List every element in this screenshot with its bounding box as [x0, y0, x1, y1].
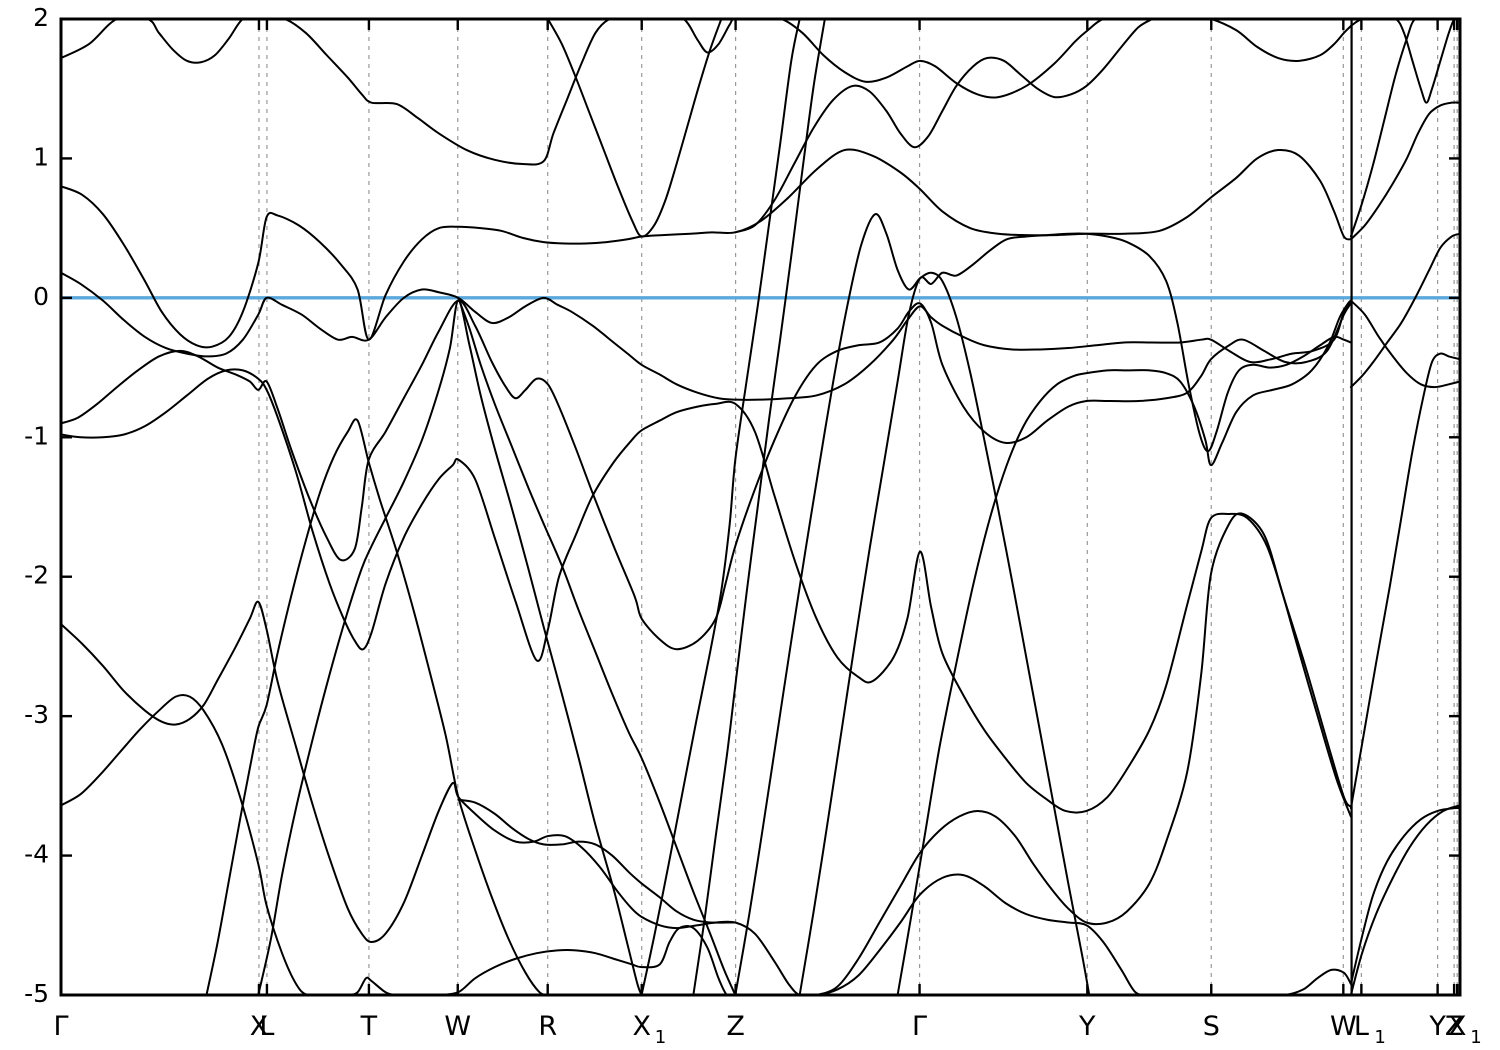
x-tick-label-S: S — [1203, 1011, 1220, 1042]
x-tick-label-T: T — [360, 1011, 378, 1042]
x-tick-label-base: T — [360, 1011, 378, 1042]
band-curve — [61, 148, 1352, 349]
band-curve — [1349, 299, 1460, 389]
band-curve — [1349, 232, 1460, 389]
x-tick-label-base: L — [1354, 1011, 1369, 1042]
x-tick-labels: Γ XL T W R X 1 Z Γ Y S WL 1 Y ZX 1 — [53, 1011, 1481, 1048]
gridlines — [258, 19, 1458, 995]
x-tick-label-Γ: Γ — [912, 1011, 927, 1042]
band-curve — [61, 512, 1352, 995]
band-curve — [205, 418, 549, 995]
y-tick-label: -3 — [24, 700, 49, 729]
band-curve — [1349, 101, 1460, 241]
x-tick-label-base: X — [250, 1011, 269, 1042]
band-curve — [798, 232, 1352, 995]
y-tick-label: 2 — [33, 3, 49, 32]
plot-frame — [59, 17, 1462, 997]
band-curve — [1349, 352, 1460, 810]
x-tick-label-base: Y — [1078, 1011, 1096, 1042]
band-curve — [896, 299, 1352, 995]
x-tick-label-X: X — [250, 1011, 269, 1042]
x-tick-label-base: R — [538, 1011, 557, 1042]
x-tick-label-base: W — [1330, 1011, 1357, 1042]
band-curves — [61, 19, 1460, 995]
band-curve — [61, 299, 1352, 651]
x-tick-label-base: Y — [1428, 1011, 1446, 1042]
band-curve — [1349, 19, 1460, 238]
x-tick-label-Y: Y — [1428, 1011, 1446, 1042]
y-tick-label: 1 — [33, 142, 49, 171]
band-curve — [692, 19, 826, 995]
band-curve — [1349, 19, 1460, 104]
band-curve — [1349, 804, 1460, 995]
x-tick-label-base: Γ — [912, 1011, 927, 1042]
x-tick-label-W: W — [444, 1011, 471, 1042]
band-curve — [546, 19, 723, 238]
y-tick-label: -1 — [24, 421, 49, 450]
y-tick-label: -4 — [24, 840, 49, 869]
y-tick-label: -5 — [24, 979, 49, 1008]
x-tick-label-Z: Z — [1445, 1011, 1464, 1042]
x-tick-label-base: Z — [726, 1011, 745, 1042]
band-curve — [734, 213, 1091, 995]
x-tick-label-base: Z — [1445, 1011, 1464, 1042]
y-tick-label: 0 — [33, 282, 49, 311]
x-tick-label-subscript: 1 — [1470, 1027, 1481, 1048]
band-curve — [61, 693, 1352, 995]
x-tick-label-W: W — [1330, 1011, 1357, 1042]
band-curve — [257, 299, 643, 995]
y-axis: 2 1 0 -1 -2 -3 -4 -5 — [24, 3, 1460, 1008]
x-tick-label-Z: Z — [726, 1011, 745, 1042]
band-curve — [734, 19, 1154, 234]
plot-background — [61, 19, 1460, 995]
x-tick-label-subscript: 1 — [1374, 1027, 1385, 1048]
x-tick-label-subscript: 1 — [655, 1027, 666, 1048]
x-tick-label-Γ: Γ — [53, 1011, 68, 1042]
x-tick-label-base: L — [259, 1011, 274, 1042]
band-curve — [61, 271, 1352, 401]
x-tick-label-base: Γ — [53, 1011, 68, 1042]
y-tick-label: -2 — [24, 561, 49, 590]
x-tick-label-R: R — [538, 1011, 557, 1042]
band-curve — [61, 19, 1352, 166]
x-tick-label-base: X — [632, 1011, 651, 1042]
band-curve — [61, 368, 1352, 814]
band-curve — [457, 296, 737, 995]
x-tick-label-base: X — [1448, 1011, 1467, 1042]
x-tick-label-base: S — [1203, 1011, 1220, 1042]
x-axis — [257, 19, 1459, 995]
x-tick-label-L: L — [259, 1011, 274, 1042]
x-tick-label-Y: Y — [1078, 1011, 1096, 1042]
band-curve — [457, 798, 737, 924]
x-tick-label-base: W — [444, 1011, 471, 1042]
